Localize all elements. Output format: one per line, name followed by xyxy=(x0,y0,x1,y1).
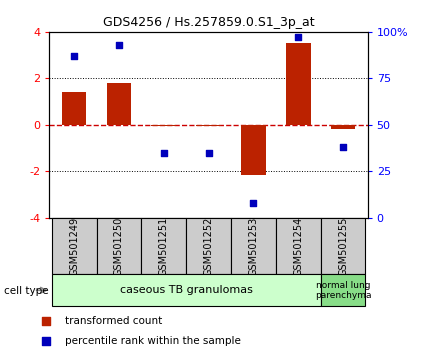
Text: GSM501252: GSM501252 xyxy=(203,216,214,276)
Title: GDS4256 / Hs.257859.0.S1_3p_at: GDS4256 / Hs.257859.0.S1_3p_at xyxy=(103,16,314,29)
Bar xyxy=(331,125,355,130)
Text: cell type: cell type xyxy=(4,286,49,296)
Point xyxy=(71,53,77,59)
Point xyxy=(43,319,49,324)
Text: GSM501253: GSM501253 xyxy=(249,216,258,276)
Text: GSM501255: GSM501255 xyxy=(338,216,348,276)
Bar xyxy=(196,125,221,126)
Bar xyxy=(62,92,86,125)
Bar xyxy=(231,218,276,274)
Bar xyxy=(286,44,310,125)
Text: GSM501251: GSM501251 xyxy=(159,216,169,276)
Bar xyxy=(52,274,321,306)
Point xyxy=(295,35,301,40)
Text: transformed count: transformed count xyxy=(65,316,163,326)
Bar xyxy=(241,125,266,175)
Point xyxy=(250,200,257,206)
Text: GSM501249: GSM501249 xyxy=(69,216,79,276)
Text: normal lung
parenchyma: normal lung parenchyma xyxy=(315,281,371,300)
Text: GSM501250: GSM501250 xyxy=(114,216,124,276)
Bar xyxy=(52,218,96,274)
Point xyxy=(116,42,123,48)
Bar xyxy=(151,125,176,126)
Point xyxy=(340,144,347,150)
Bar xyxy=(276,218,321,274)
Bar xyxy=(321,274,365,306)
Text: GSM501254: GSM501254 xyxy=(293,216,303,276)
Bar xyxy=(321,218,365,274)
Text: percentile rank within the sample: percentile rank within the sample xyxy=(65,336,241,346)
Bar xyxy=(107,83,131,125)
Point xyxy=(43,338,49,343)
Text: caseous TB granulomas: caseous TB granulomas xyxy=(120,285,252,295)
Bar xyxy=(96,218,141,274)
Point xyxy=(205,150,212,155)
Bar xyxy=(186,218,231,274)
Point xyxy=(160,150,167,155)
Bar xyxy=(141,218,186,274)
